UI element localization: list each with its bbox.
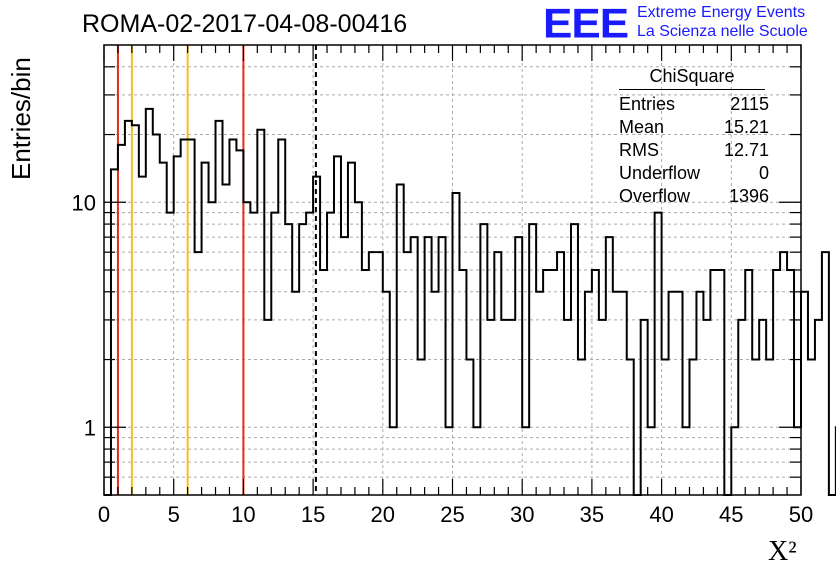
logo-line-1: Extreme Energy Events (637, 4, 806, 21)
stats-title: ChiSquare (619, 66, 765, 90)
x-tick-label: 35 (580, 502, 604, 527)
y-tick-label: 1 (84, 415, 96, 440)
x-tick-label: 15 (301, 502, 325, 527)
stats-row: Entries 2115 (611, 93, 773, 116)
stats-row: RMS 12.71 (611, 139, 773, 162)
stats-row: Mean 15.21 (611, 116, 773, 139)
x-tick-label: 30 (510, 502, 534, 527)
axes (103, 44, 802, 496)
x-tick-label: 0 (98, 502, 110, 527)
stats-label: Underflow (619, 163, 701, 183)
stats-row: Underflow 0 (611, 162, 773, 185)
x-tick-label: 10 (231, 502, 255, 527)
y-tick-label: 10 (72, 190, 96, 215)
logo-line-2: La Scienza nelle Scuole (637, 23, 808, 40)
stats-value: 0 (758, 163, 769, 183)
tick-labels: 0 5 10 15 20 25 30 35 40 45 50 1 10 (72, 190, 814, 527)
eee-logo: EEE (543, 0, 629, 47)
stats-value: 2115 (730, 94, 769, 114)
y-axis-label: Entries/bin (6, 57, 36, 180)
x-tick-label: 5 (168, 502, 180, 527)
histogram-line (104, 107, 836, 496)
stats-label: RMS (619, 140, 659, 160)
stats-label: Entries (619, 94, 676, 114)
stats-box: ChiSquare Entries 2115 Mean 15.21 RMS 12.71 Un… (611, 66, 773, 208)
x-tick-label: 20 (371, 502, 395, 527)
stats-value: 15.21 (723, 117, 769, 137)
stats-value: 1396 (728, 186, 769, 206)
stats-value: 12.71 (723, 140, 769, 160)
x-tick-label: 40 (649, 502, 673, 527)
x-tick-label: 25 (440, 502, 464, 527)
stats-label: Overflow (619, 186, 691, 206)
chart-title: ROMA-02-2017-04-08-00416 (82, 10, 408, 38)
x-axis-label: X² (768, 536, 797, 567)
x-tick-label: 45 (719, 502, 743, 527)
stats-label: Mean (619, 117, 665, 137)
x-tick-label: 50 (789, 502, 813, 527)
stats-row: Overflow 1396 (611, 185, 773, 208)
